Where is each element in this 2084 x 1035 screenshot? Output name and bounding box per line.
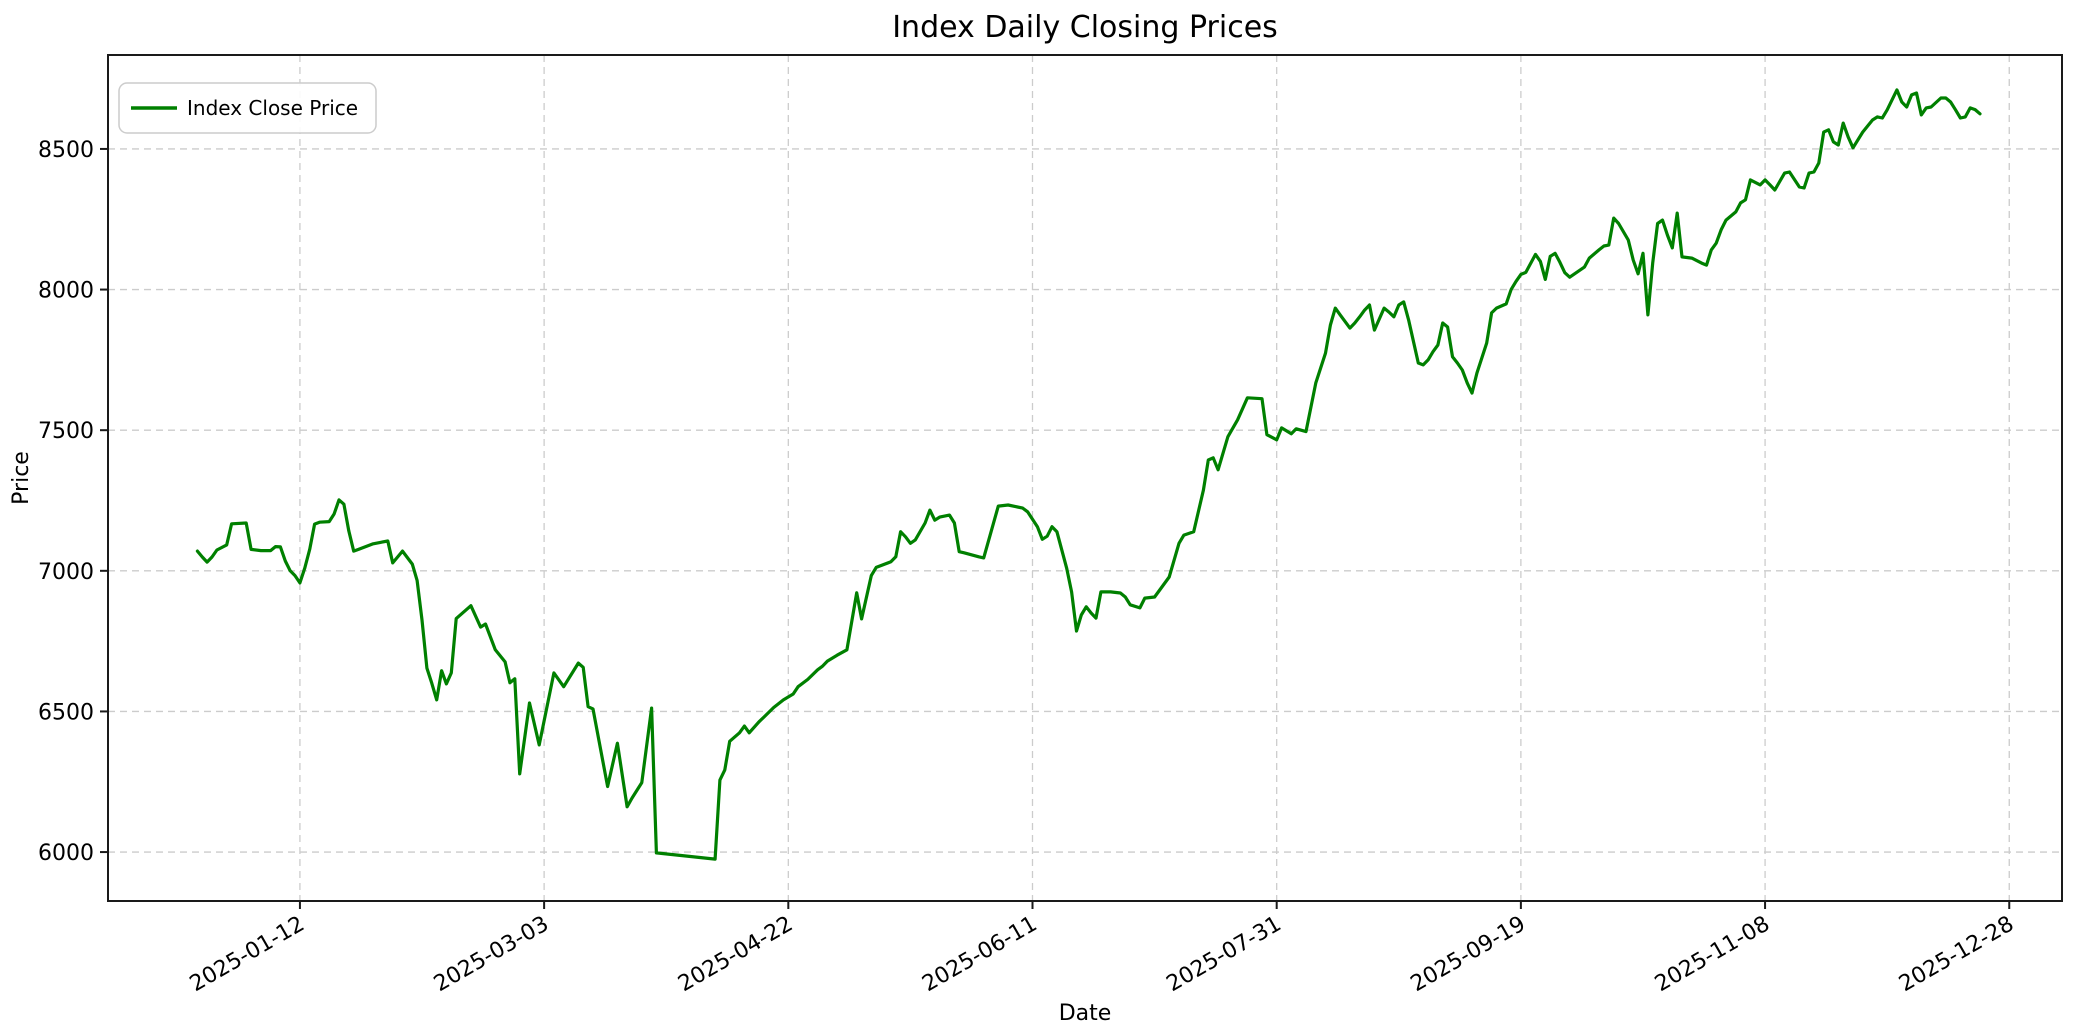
chart-title: Index Daily Closing Prices: [892, 10, 1278, 45]
x-tick-label: 2025-01-12: [186, 912, 309, 998]
legend: Index Close Price: [118, 82, 377, 134]
x-tick-label: 2025-06-11: [918, 912, 1041, 998]
x-tick-label: 2025-07-31: [1162, 912, 1285, 998]
x-tick-label: 2025-04-22: [674, 912, 797, 998]
y-tick-label: 8500: [38, 138, 94, 163]
legend-label: Index Close Price: [187, 96, 358, 120]
tick-marks: [100, 147, 2011, 909]
axes-frame: [107, 54, 2063, 902]
y-tick-label: 7000: [38, 560, 94, 585]
gridlines: [108, 55, 2062, 901]
y-tick-label: 8000: [38, 279, 94, 304]
legend-box: [118, 82, 377, 134]
x-tick-label: 2025-09-19: [1407, 912, 1530, 998]
x-tick-label: 2025-12-28: [1895, 912, 2018, 998]
x-tick-label: 2025-11-08: [1651, 912, 1774, 998]
y-tick-label: 6500: [38, 700, 94, 725]
x-axis-tick-labels: 2025-01-12 2025-03-03 2025-04-22 2025-06-11…: [186, 912, 2019, 998]
y-tick-label: 6000: [38, 841, 94, 866]
price-line-series: [195, 88, 1982, 861]
x-tick-label: 2025-03-03: [430, 912, 553, 998]
x-axis-label: Date: [1059, 1001, 1112, 1026]
y-axis-tick-labels: 6000 6500 7000 7500 8000 8500: [38, 138, 94, 866]
y-axis-label: Price: [9, 451, 34, 505]
y-tick-label: 7500: [38, 419, 94, 444]
